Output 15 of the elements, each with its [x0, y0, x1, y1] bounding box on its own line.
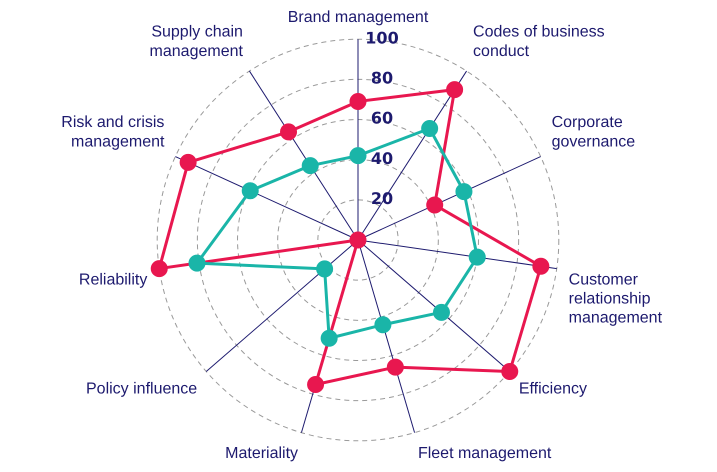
y-tick-label: 40: [370, 148, 394, 168]
y-tick-label: 100: [365, 28, 399, 48]
spoke-label: Brand management: [288, 9, 429, 26]
spoke-label: Reliability: [78, 271, 148, 288]
spoke-label: Codes of business conduct: [473, 24, 605, 60]
spoke-label: Efficiency: [518, 380, 588, 398]
y-tick-label: 60: [370, 108, 394, 128]
spoke-label: Materiality: [225, 445, 298, 462]
spoke-label: Customer relationship management: [568, 271, 663, 327]
spoke-label: Corporate governance: [552, 114, 636, 150]
spoke-label: Policy influence: [86, 380, 198, 398]
y-tick-label: 80: [370, 68, 394, 88]
spoke-label: Fleet management: [418, 445, 552, 462]
spoke-label: Risk and crisis management: [61, 114, 165, 150]
spoke-label: Supply chain management: [150, 24, 244, 60]
